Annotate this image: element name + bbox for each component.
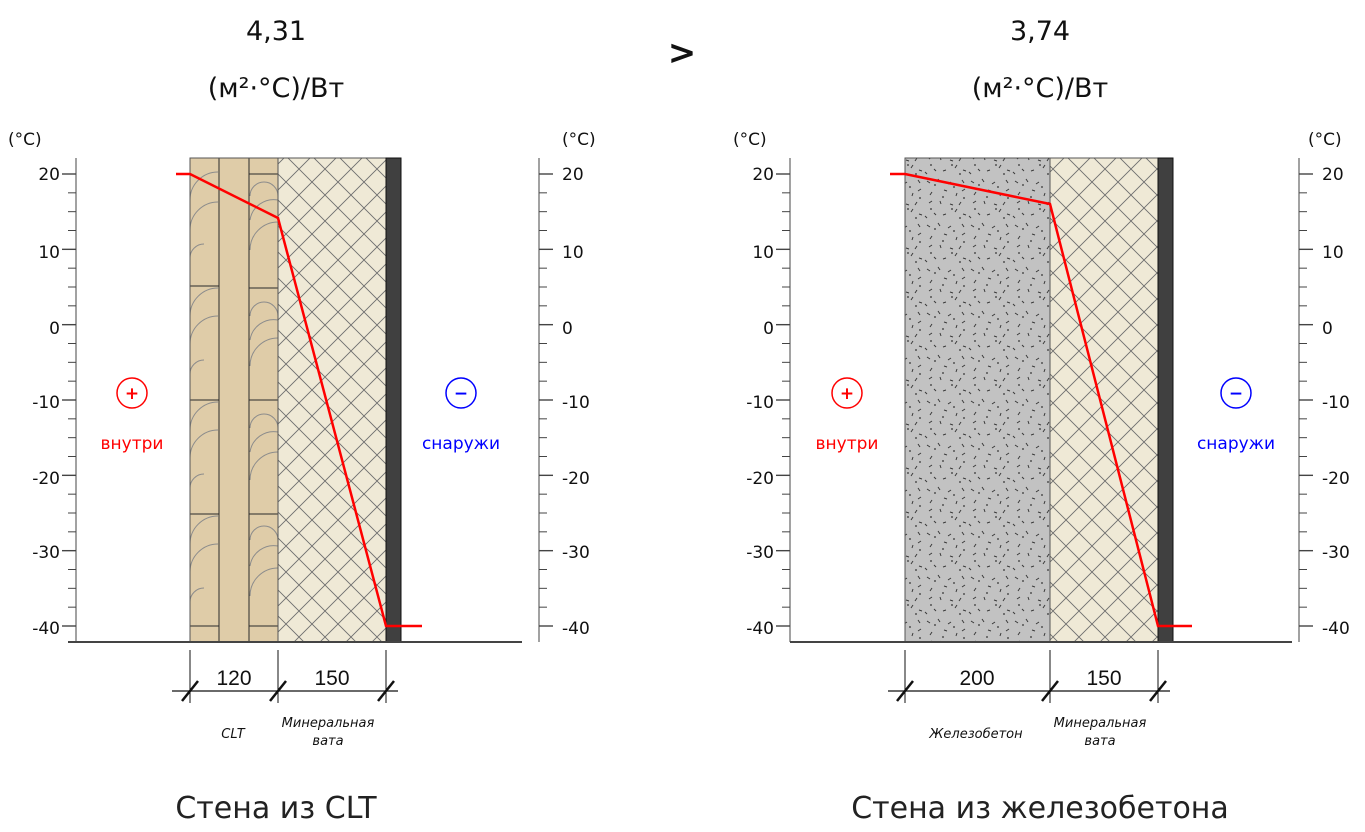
panel-caption: Стена из железобетона xyxy=(851,791,1229,826)
tick-label: 20 xyxy=(38,165,60,185)
resistance-value: 4,31 xyxy=(246,16,306,47)
tick-label: 20 xyxy=(562,165,584,185)
tick-label: -40 xyxy=(562,619,590,639)
right-axis-ticks xyxy=(1299,173,1313,627)
outside-sign: − xyxy=(454,384,468,404)
layer-material: Минеральная xyxy=(1054,716,1147,731)
axis-unit-right: (°C) xyxy=(562,130,596,150)
tick-label: -10 xyxy=(1322,393,1350,413)
outside-sign: − xyxy=(1229,384,1243,404)
panel-caption: Стена из CLT xyxy=(175,791,377,826)
left-axis-ticks xyxy=(62,173,76,627)
mineral-wool-layer xyxy=(1049,157,1159,643)
right-axis-ticks xyxy=(539,173,553,627)
inside-sign: + xyxy=(840,384,854,404)
axis-unit-left: (°C) xyxy=(8,130,42,150)
resistance-unit: (м²·°C)/Вт xyxy=(972,73,1109,104)
plus-icon xyxy=(116,377,148,409)
tick-label: 0 xyxy=(763,319,774,339)
comparison-sign: > xyxy=(668,33,697,73)
layer-thickness: 150 xyxy=(1086,667,1121,690)
tick-label: -30 xyxy=(746,543,774,563)
dimension-line xyxy=(172,650,398,703)
layer-material: Минеральная xyxy=(282,716,375,731)
inside-label: внутри xyxy=(816,434,879,454)
plus-icon xyxy=(831,377,863,409)
clt-wood-grain xyxy=(189,171,279,603)
dimension-line xyxy=(888,650,1170,703)
tick-label: 0 xyxy=(562,319,573,339)
inside-label: внутри xyxy=(101,434,164,454)
tick-label: -30 xyxy=(32,543,60,563)
layer-thickness: 120 xyxy=(216,667,251,690)
layer-thickness: 200 xyxy=(959,667,994,690)
tick-label: -10 xyxy=(562,393,590,413)
concrete-layer xyxy=(904,157,1051,643)
layer-material: CLT xyxy=(221,727,245,742)
tick-label: -10 xyxy=(32,393,60,413)
tick-label: -20 xyxy=(746,469,774,489)
tick-label: 10 xyxy=(38,243,60,263)
tick-label: -10 xyxy=(746,393,774,413)
left-axis-ticks xyxy=(776,173,790,627)
tick-label: -30 xyxy=(562,543,590,563)
cladding-layer xyxy=(385,157,402,643)
resistance-value: 3,74 xyxy=(1010,16,1070,47)
panel-concrete: 3,74 (м²·°C)/Вт (°C) (°C) 20 10 0 -10 -2… xyxy=(733,16,1350,826)
axis-unit-left: (°C) xyxy=(733,130,767,150)
tick-label: -40 xyxy=(32,619,60,639)
outside-label: снаружи xyxy=(422,434,500,454)
resistance-unit: (м²·°C)/Вт xyxy=(208,73,345,104)
tick-label: -40 xyxy=(746,619,774,639)
tick-label: -20 xyxy=(32,469,60,489)
clt-board-joints xyxy=(190,158,278,642)
tick-label: 0 xyxy=(1322,319,1333,339)
layer-thickness: 150 xyxy=(314,667,349,690)
tick-label: -20 xyxy=(562,469,590,489)
panel-clt: 4,31 (м²·°C)/Вт (°C) (°C) xyxy=(8,16,596,826)
inside-sign: + xyxy=(125,384,139,404)
tick-label: -40 xyxy=(1322,619,1350,639)
tick-label: -20 xyxy=(1322,469,1350,489)
minus-icon xyxy=(1220,377,1252,409)
tick-label: 0 xyxy=(49,319,60,339)
temperature-line xyxy=(176,172,422,628)
layer-material: Железобетон xyxy=(928,727,1023,742)
minus-icon xyxy=(445,377,477,409)
outside-label: снаружи xyxy=(1197,434,1275,454)
layer-material-line2: вата xyxy=(312,734,343,749)
tick-label: 20 xyxy=(1322,165,1344,185)
cladding-layer xyxy=(1157,157,1174,643)
tick-label: 10 xyxy=(1322,243,1344,263)
layer-material-line2: вата xyxy=(1084,734,1115,749)
tick-label: 10 xyxy=(562,243,584,263)
tick-label: 10 xyxy=(752,243,774,263)
axis-unit-right: (°C) xyxy=(1308,130,1342,150)
tick-label: 20 xyxy=(752,165,774,185)
tick-label: -30 xyxy=(1322,543,1350,563)
temperature-line xyxy=(890,172,1192,628)
